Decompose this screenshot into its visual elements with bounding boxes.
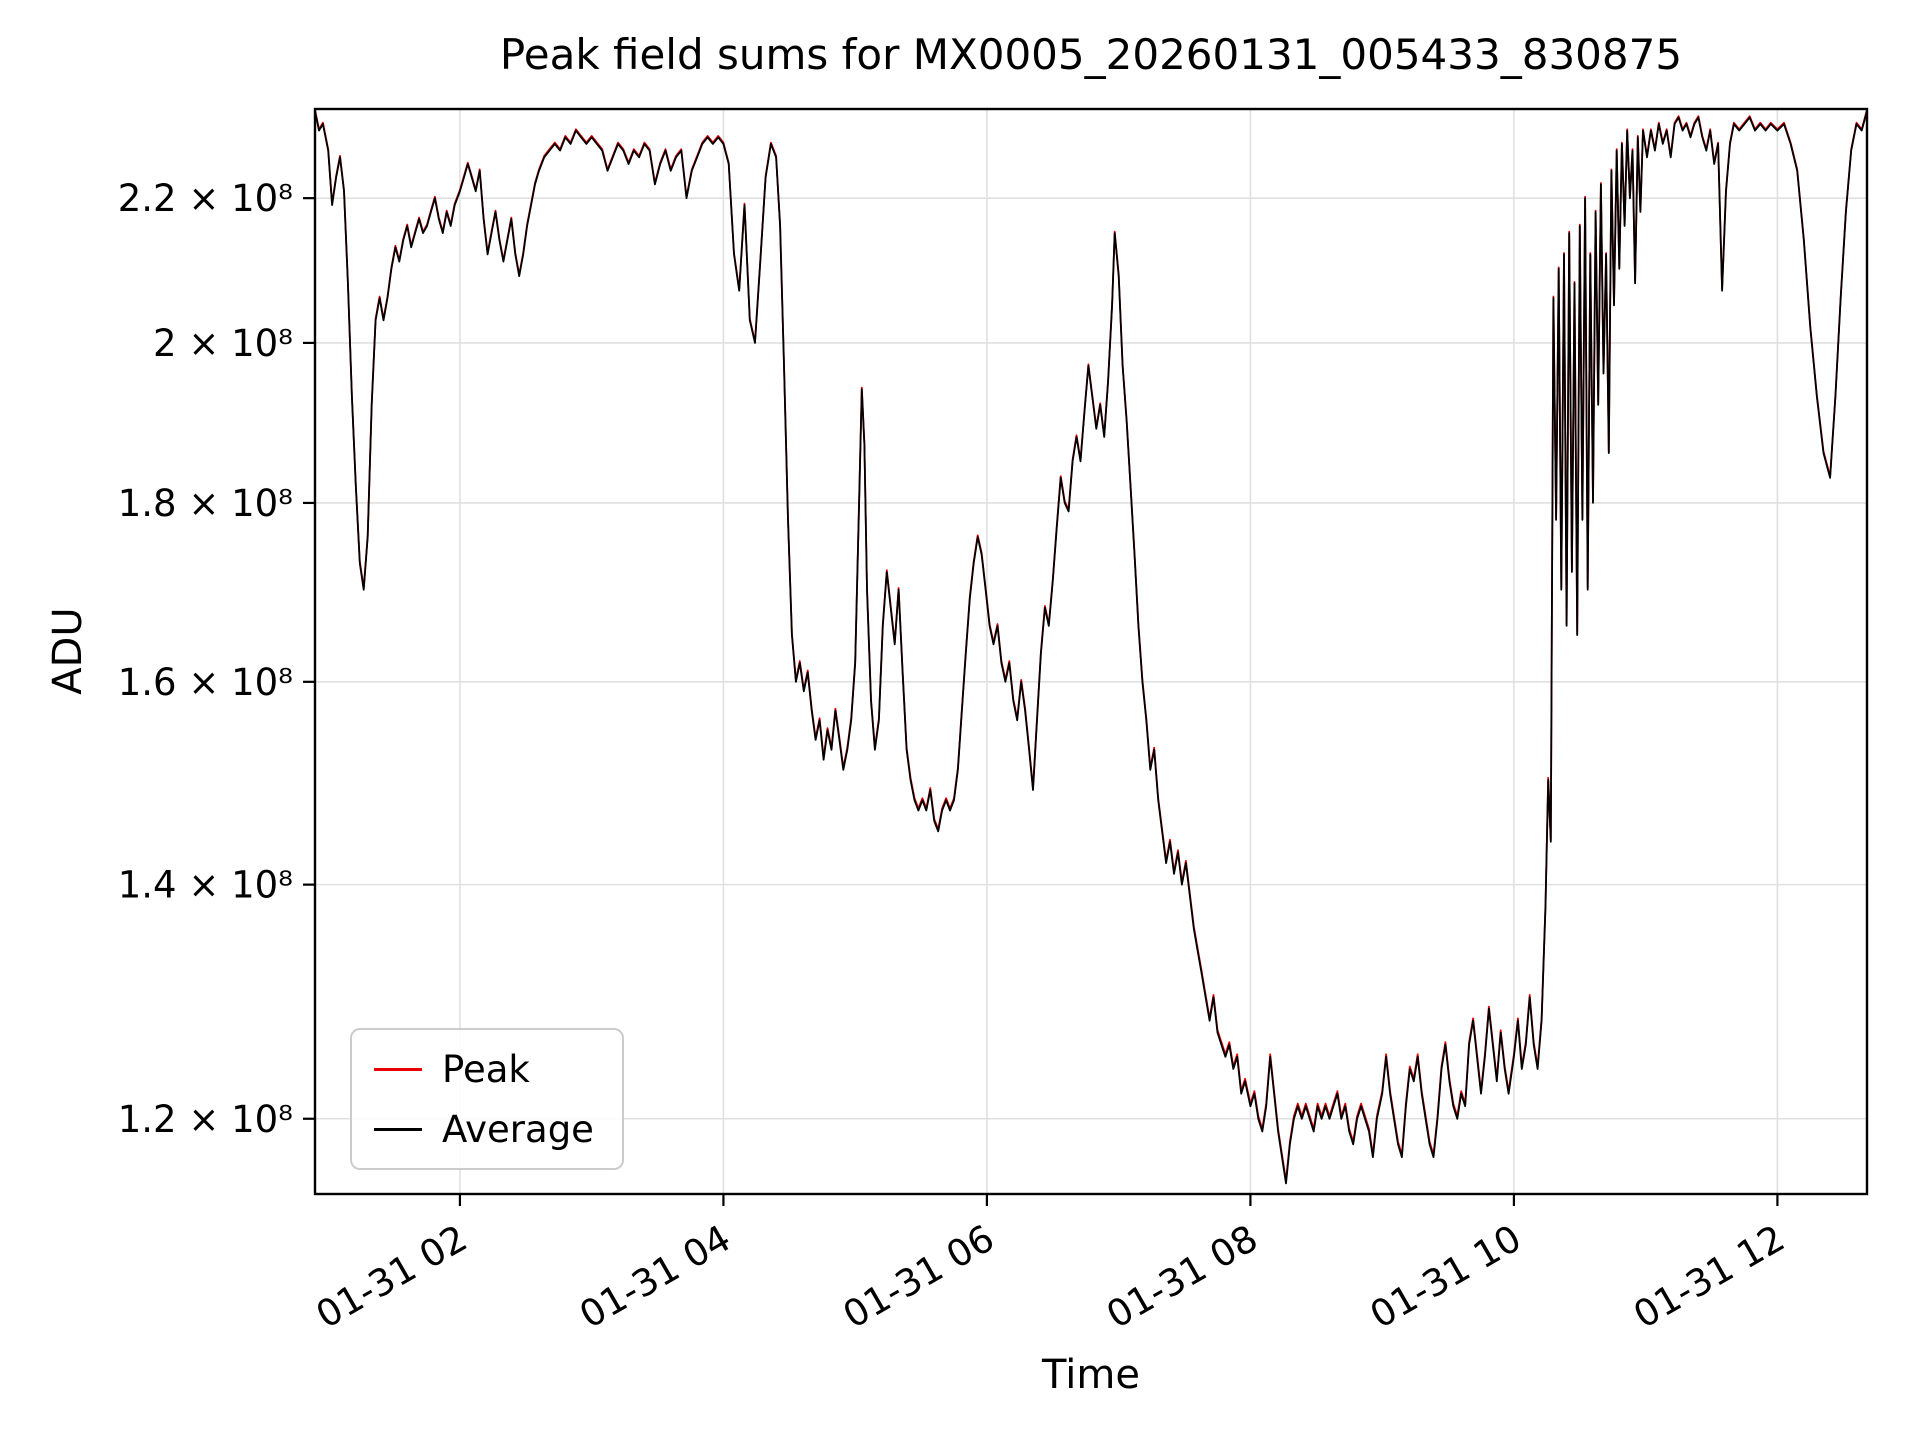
- x-tick-label: 01-31 06: [836, 1217, 1002, 1337]
- tick-marks: [303, 197, 1779, 1206]
- average-line-swatch: [374, 1127, 422, 1131]
- x-tick-label: 01-31 04: [572, 1217, 738, 1337]
- average-series-line: [315, 110, 1867, 1185]
- y-tick-label: 1.6 × 10⁸: [118, 661, 293, 704]
- legend-label-average: Average: [442, 1107, 594, 1151]
- chart-title: Peak field sums for MX0005_20260131_0054…: [499, 30, 1683, 79]
- x-axis-label: Time: [1042, 1352, 1140, 1398]
- legend-item-average: Average: [374, 1104, 594, 1154]
- x-tick-label: 01-31 10: [1363, 1217, 1529, 1337]
- y-tick-label: 1.8 × 10⁸: [118, 482, 293, 525]
- y-tick-label: 1.2 × 10⁸: [118, 1098, 293, 1141]
- y-tick-label: 2 × 10⁸: [153, 322, 293, 365]
- y-tick-label: 2.2 × 10⁸: [118, 177, 293, 220]
- axes-frame: [313, 107, 1869, 1196]
- x-tick-label: 01-31 08: [1099, 1217, 1265, 1337]
- y-axis-label: ADU: [45, 607, 91, 695]
- y-tick-label: 1.4 × 10⁸: [118, 864, 293, 907]
- legend-label-peak: Peak: [442, 1047, 530, 1091]
- peak-line-swatch: [374, 1067, 422, 1071]
- x-tick-label: 01-31 02: [309, 1217, 475, 1337]
- legend-item-peak: Peak: [374, 1044, 594, 1094]
- legend: Peak Average: [350, 1028, 624, 1170]
- x-tick-label: 01-31 12: [1626, 1217, 1792, 1337]
- series-lines: [315, 109, 1867, 1185]
